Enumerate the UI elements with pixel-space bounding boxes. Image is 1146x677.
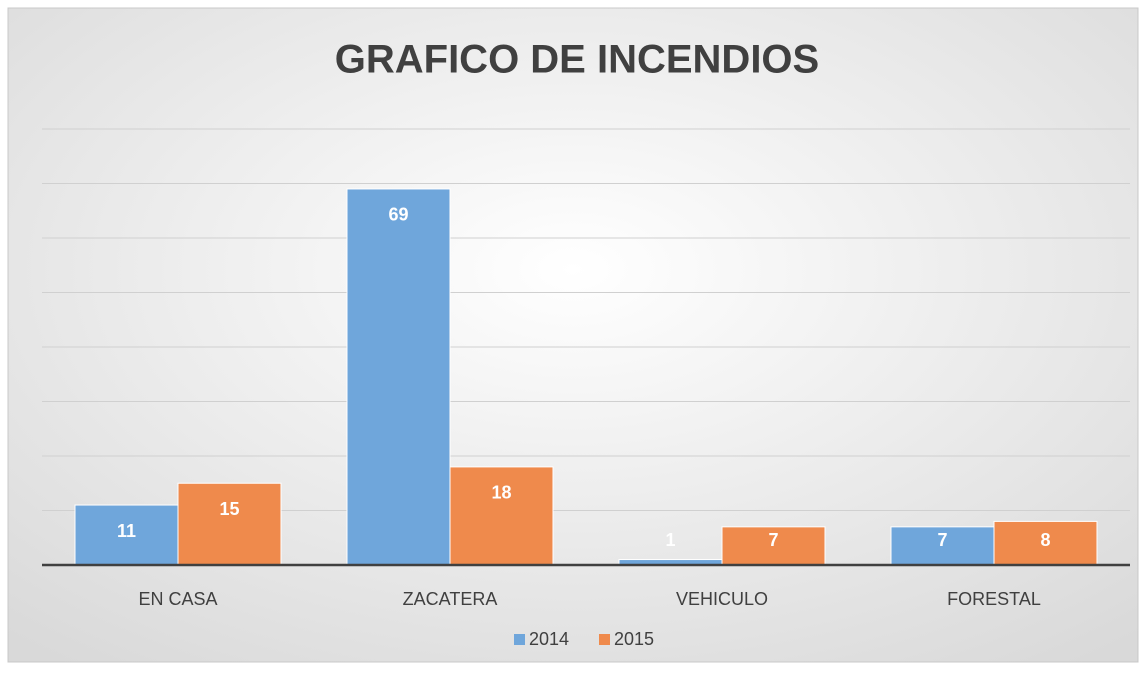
bar bbox=[993, 520, 1098, 566]
data-label: 15 bbox=[219, 499, 239, 519]
bar bbox=[890, 526, 995, 566]
legend-swatch bbox=[514, 634, 525, 645]
legend-label: 2015 bbox=[614, 629, 654, 649]
x-tick-label: VEHICULO bbox=[676, 589, 768, 609]
legend-label: 2014 bbox=[529, 629, 569, 649]
data-label: 18 bbox=[491, 483, 511, 503]
data-label: 7 bbox=[768, 530, 778, 550]
data-label: 8 bbox=[1040, 530, 1050, 550]
data-label: 11 bbox=[117, 521, 136, 541]
x-tick-label: EN CASA bbox=[138, 589, 217, 609]
data-label: 69 bbox=[388, 205, 408, 225]
data-label: 1 bbox=[665, 530, 675, 550]
x-tick-label: FORESTAL bbox=[947, 589, 1041, 609]
legend-swatch bbox=[599, 634, 610, 645]
x-tick-label: ZACATERA bbox=[403, 589, 498, 609]
chart-title: GRAFICO DE INCENDIOS bbox=[335, 38, 819, 82]
bar bbox=[449, 466, 554, 566]
bar bbox=[177, 482, 282, 566]
bar bbox=[721, 526, 826, 566]
bar bbox=[346, 188, 451, 566]
data-label: 7 bbox=[937, 530, 947, 550]
